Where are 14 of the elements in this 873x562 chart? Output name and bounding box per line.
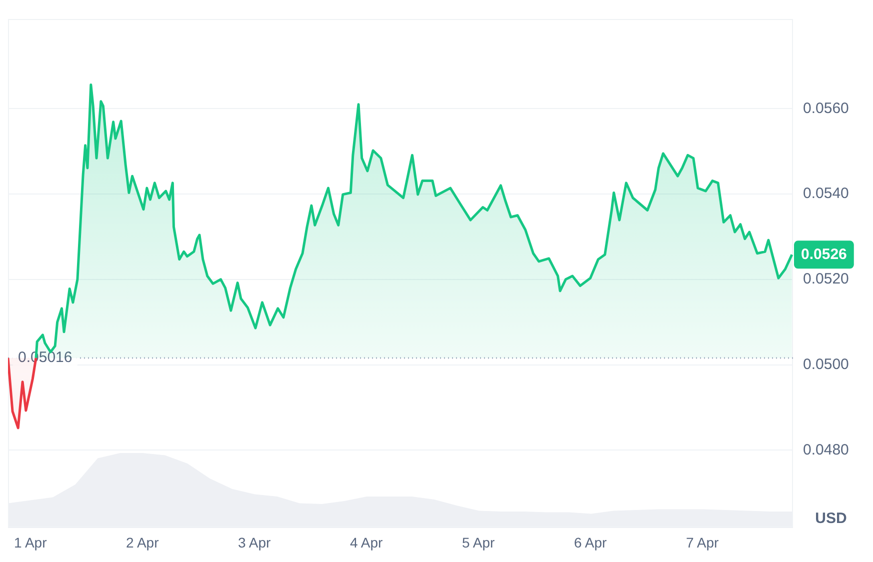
text: 0.0526 [801,246,847,263]
y-tick-label: 0.0500 [803,356,849,373]
x-tick-label: 3 Apr [238,534,272,550]
x-tick-label: 7 Apr [686,534,719,550]
x-tick-label: 1 Apr [14,534,48,550]
y-tick-label: 0.0520 [803,270,849,288]
y-axis-title: USD [815,510,847,528]
x-tick-label: 4 Apr [350,534,384,550]
x-tick-label: 5 Apr [462,534,496,550]
y-tick-label: 0.0560 [803,100,849,117]
y-tick-label: 0.0480 [803,441,849,458]
y-tick-label: 0.0540 [803,185,849,202]
x-tick-label: 2 Apr [126,534,160,550]
x-tick-label: 6 Apr [574,534,608,550]
